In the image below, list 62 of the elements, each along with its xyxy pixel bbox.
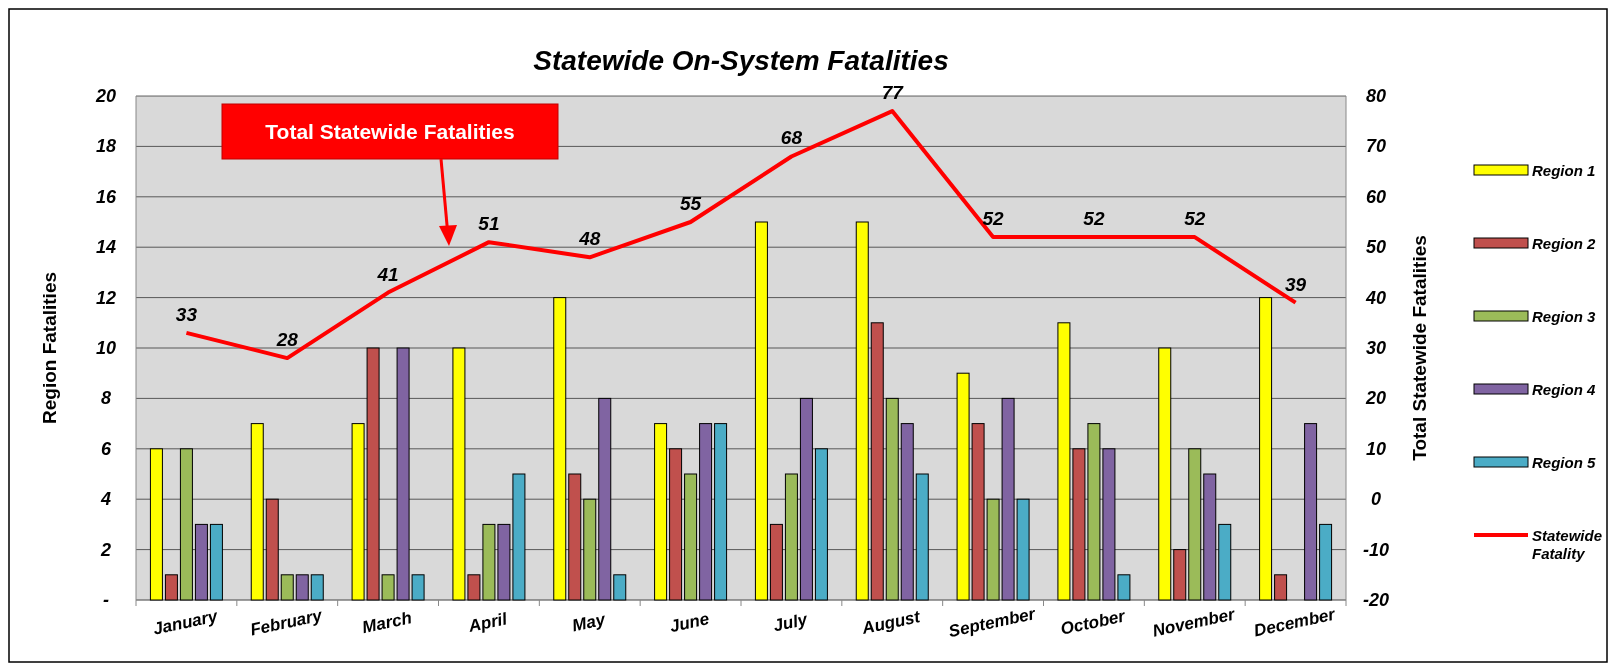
bar xyxy=(164,574,178,601)
x-tick-label: September xyxy=(946,603,1039,642)
data-label: 33 xyxy=(175,303,198,325)
legend-label: Region 5 xyxy=(1532,454,1596,471)
x-tick-label: August xyxy=(859,606,924,639)
x-tick-label: February xyxy=(248,605,326,640)
x-tick-label: March xyxy=(360,608,414,638)
y2-tick-label: 80 xyxy=(1365,86,1387,106)
data-label: 48 xyxy=(578,228,601,250)
y-tick-label: 8 xyxy=(100,388,112,409)
bar xyxy=(280,574,294,601)
data-label: 52 xyxy=(1184,208,1206,230)
y2-tick-label: 50 xyxy=(1365,237,1387,258)
data-label: 51 xyxy=(478,213,500,235)
data-label: 55 xyxy=(680,193,702,214)
y2-axis-title: Total Statewide Fatalities xyxy=(1409,235,1430,461)
y-tick-label: 2 xyxy=(99,539,112,560)
data-label: 68 xyxy=(780,127,803,149)
legend-label: Region 2 xyxy=(1532,235,1596,252)
y-tick-label: 14 xyxy=(95,237,117,258)
y-tick-label: - xyxy=(103,590,109,610)
y2-tick-label: 20 xyxy=(1364,388,1387,409)
x-tick-label: January xyxy=(151,606,221,639)
x-tick-label: July xyxy=(771,609,811,636)
x-tick-label: June xyxy=(668,609,711,637)
bar xyxy=(295,574,309,601)
data-label: 39 xyxy=(1285,273,1307,295)
y-tick-label: 4 xyxy=(99,489,112,510)
y-tick-label: 12 xyxy=(95,287,117,308)
y2-tick-label: 30 xyxy=(1365,338,1387,358)
x-tick-label: April xyxy=(465,609,510,637)
x-tick-label: October xyxy=(1058,606,1128,639)
data-label: 52 xyxy=(982,208,1005,230)
y-axis-title: Region Fatalities xyxy=(39,271,60,425)
bar xyxy=(1274,574,1288,601)
data-label: 41 xyxy=(376,263,399,285)
data-label: 28 xyxy=(275,329,299,351)
legend-label: Statewide Fatality xyxy=(1532,527,1603,562)
y2-tick-label: 10 xyxy=(1365,438,1387,459)
data-label: 77 xyxy=(881,82,905,104)
annotation: Total Statewide Fatalities xyxy=(265,120,515,143)
y-tick-label: 6 xyxy=(100,438,112,459)
chart-title: Statewide On-System Fatalities xyxy=(533,45,949,76)
y2-tick-label: 0 xyxy=(1370,489,1382,510)
x-tick-label: December xyxy=(1252,604,1338,641)
y2-tick-label: -10 xyxy=(1362,539,1390,560)
y-tick-label: 10 xyxy=(95,338,117,358)
y2-tick-label: 70 xyxy=(1365,136,1387,157)
bar xyxy=(613,574,627,601)
bar xyxy=(310,574,324,601)
y-tick-label: 20 xyxy=(94,86,117,106)
y-tick-label: 16 xyxy=(95,186,117,207)
y-tick-label: 18 xyxy=(95,136,117,157)
x-tick-label: May xyxy=(570,609,609,636)
legend-label: Region 4 xyxy=(1532,381,1596,398)
data-label: 52 xyxy=(1083,208,1105,230)
legend-label: Region 3 xyxy=(1532,308,1596,325)
legend-label: Region 1 xyxy=(1532,162,1596,179)
y2-tick-label: 40 xyxy=(1364,287,1387,308)
x-tick-label: November xyxy=(1150,604,1238,641)
y2-tick-label: 60 xyxy=(1365,186,1387,207)
y2-tick-label: -20 xyxy=(1362,590,1390,610)
